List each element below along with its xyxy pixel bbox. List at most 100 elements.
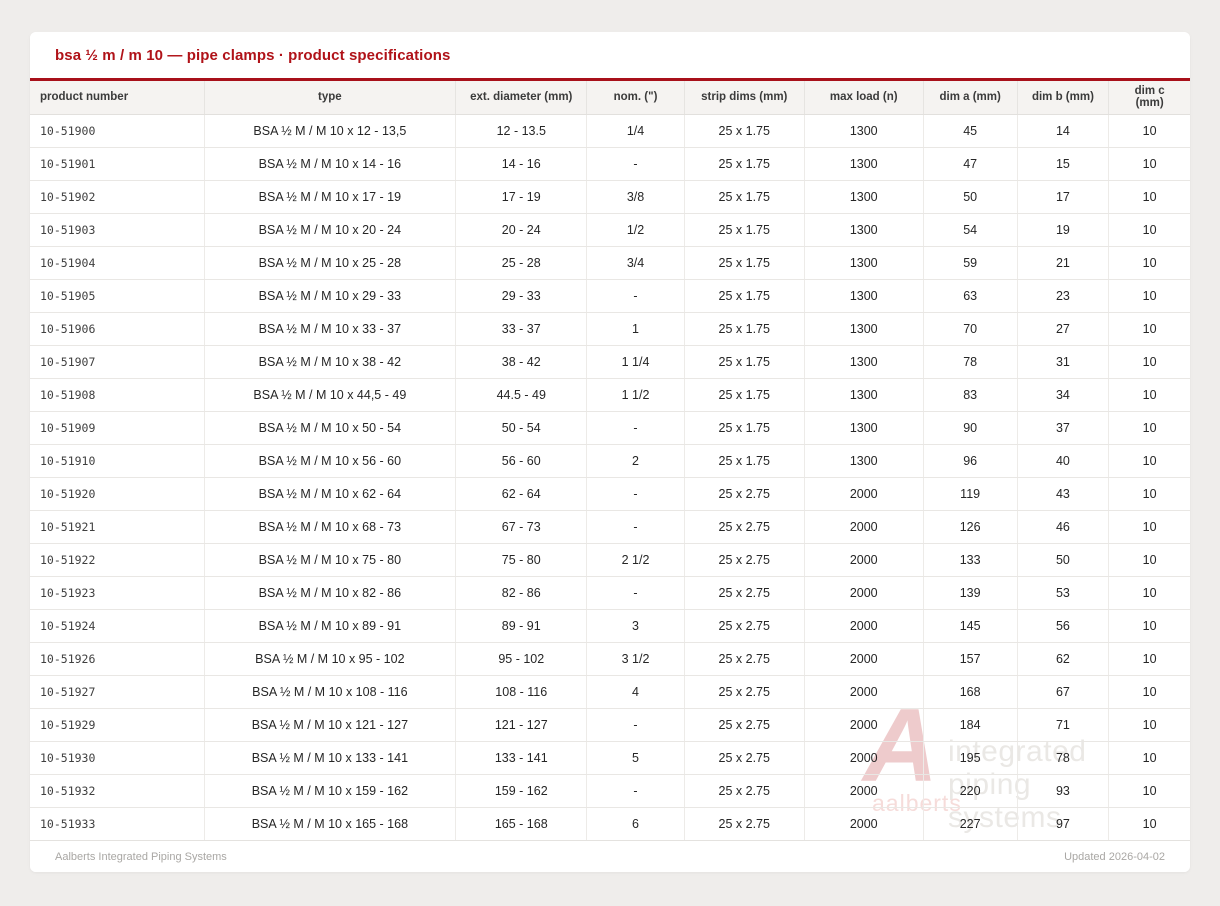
table-row: 10-51924 BSA ½ M / M 10 x 89 - 91 89 - 91 3… xyxy=(30,609,1190,643)
product-number-cell: 10-51932 xyxy=(30,774,205,808)
table-cell: 227 xyxy=(923,807,1018,840)
table-cell: 14 xyxy=(1017,114,1110,148)
table-cell: 47 xyxy=(923,147,1018,181)
table-cell: 25 x 2.75 xyxy=(684,642,805,676)
table-cell: 2 1/2 xyxy=(586,543,685,577)
table-cell: 1 1/4 xyxy=(586,345,685,379)
product-number-cell: 10-51929 xyxy=(30,708,205,742)
table-cell: 2000 xyxy=(804,708,924,742)
table-cell: 21 xyxy=(1017,246,1110,280)
table-cell: 56 - 60 xyxy=(455,444,588,478)
table-cell: 3 1/2 xyxy=(586,642,685,676)
product-number-cell: 10-51921 xyxy=(30,510,205,544)
table-cell: BSA ½ M / M 10 x 95 - 102 xyxy=(204,642,457,676)
product-number-cell: 10-51926 xyxy=(30,642,205,676)
table-cell: 75 - 80 xyxy=(455,543,588,577)
table-cell: 17 xyxy=(1017,180,1110,214)
table-cell: 54 xyxy=(923,213,1018,247)
table-cell: 10 xyxy=(1108,510,1190,544)
table-cell: 29 - 33 xyxy=(455,279,588,313)
table-cell: 62 xyxy=(1017,642,1110,676)
table-cell: 159 - 162 xyxy=(455,774,588,808)
table-cell: - xyxy=(586,411,685,445)
table-cell: BSA ½ M / M 10 x 159 - 162 xyxy=(204,774,457,808)
table-row: 10-51903 BSA ½ M / M 10 x 20 - 24 20 - 24 1… xyxy=(30,213,1190,247)
table-cell: BSA ½ M / M 10 x 89 - 91 xyxy=(204,609,457,643)
table-cell: 1300 xyxy=(804,411,924,445)
table-row: 10-51909 BSA ½ M / M 10 x 50 - 54 50 - 54-… xyxy=(30,411,1190,445)
table-cell: 10 xyxy=(1108,378,1190,412)
product-number-cell: 10-51906 xyxy=(30,312,205,346)
table-cell: 25 x 2.75 xyxy=(684,609,805,643)
table-cell: 2000 xyxy=(804,741,924,775)
table-row: 10-51900 BSA ½ M / M 10 x 12 - 13,5 12 - 1… xyxy=(30,114,1190,148)
table-cell: 25 x 2.75 xyxy=(684,477,805,511)
table-cell: 1300 xyxy=(804,213,924,247)
table-cell: 78 xyxy=(1017,741,1110,775)
table-cell: 10 xyxy=(1108,411,1190,445)
table-cell: BSA ½ M / M 10 x 25 - 28 xyxy=(204,246,457,280)
table-cell: 2000 xyxy=(804,510,924,544)
table-cell: 40 xyxy=(1017,444,1110,478)
table-cell: 23 xyxy=(1017,279,1110,313)
table-cell: 25 x 1.75 xyxy=(684,180,805,214)
column-header-5: max load (n) xyxy=(804,81,924,115)
product-number-cell: 10-51923 xyxy=(30,576,205,610)
table-cell: 50 - 54 xyxy=(455,411,588,445)
table-cell: 17 - 19 xyxy=(455,180,588,214)
table-row: 10-51930 BSA ½ M / M 10 x 133 - 141 133 - … xyxy=(30,741,1190,775)
table-row: 10-51905 BSA ½ M / M 10 x 29 - 33 29 - 33-… xyxy=(30,279,1190,313)
table-cell: 165 - 168 xyxy=(455,807,588,840)
table-cell: - xyxy=(586,477,685,511)
title-bar: bsa ½ m / m 10 — pipe clamps · product s… xyxy=(30,32,1190,78)
table-row: 10-51926 BSA ½ M / M 10 x 95 - 102 95 - 10… xyxy=(30,642,1190,676)
table-cell: 3/8 xyxy=(586,180,685,214)
table-row: 10-51908 BSA ½ M / M 10 x 44,5 - 49 44.5 -… xyxy=(30,378,1190,412)
table-cell: 6 xyxy=(586,807,685,840)
table-cell: BSA ½ M / M 10 x 56 - 60 xyxy=(204,444,457,478)
table-cell: BSA ½ M / M 10 x 17 - 19 xyxy=(204,180,457,214)
column-header-7: dim b (mm) xyxy=(1017,81,1110,115)
table-cell: 25 x 2.75 xyxy=(684,510,805,544)
product-spec-card: A integrated piping systems aalberts bsa… xyxy=(30,32,1190,872)
footer-brand-text: Aalberts Integrated Piping Systems xyxy=(55,850,227,863)
table-cell: 25 x 1.75 xyxy=(684,444,805,478)
product-number-cell: 10-51909 xyxy=(30,411,205,445)
table-cell: 10 xyxy=(1108,675,1190,709)
table-cell: 1300 xyxy=(804,180,924,214)
table-cell: 25 x 1.75 xyxy=(684,378,805,412)
table-cell: - xyxy=(586,279,685,313)
table-cell: 43 xyxy=(1017,477,1110,511)
table-cell: 67 xyxy=(1017,675,1110,709)
table-cell: - xyxy=(586,774,685,808)
table-header-row: product number type ext. diameter (mm) nom.… xyxy=(30,81,1190,115)
table-cell: - xyxy=(586,576,685,610)
product-number-cell: 10-51901 xyxy=(30,147,205,181)
table-cell: 59 xyxy=(923,246,1018,280)
table-row: 10-51933 BSA ½ M / M 10 x 165 - 168 165 - … xyxy=(30,807,1190,840)
table-cell: 2000 xyxy=(804,774,924,808)
table-cell: 1 1/2 xyxy=(586,378,685,412)
table-row: 10-51923 BSA ½ M / M 10 x 82 - 86 82 - 86-… xyxy=(30,576,1190,610)
table-cell: 133 - 141 xyxy=(455,741,588,775)
table-cell: 25 x 1.75 xyxy=(684,246,805,280)
table-cell: BSA ½ M / M 10 x 62 - 64 xyxy=(204,477,457,511)
table-cell: 5 xyxy=(586,741,685,775)
table-cell: 108 - 116 xyxy=(455,675,588,709)
table-cell: 10 xyxy=(1108,642,1190,676)
table-cell: 12 - 13.5 xyxy=(455,114,588,148)
table-cell: 10 xyxy=(1108,609,1190,643)
table-row: 10-51921 BSA ½ M / M 10 x 68 - 73 67 - 73-… xyxy=(30,510,1190,544)
table-cell: 2000 xyxy=(804,642,924,676)
table-cell: 25 x 2.75 xyxy=(684,807,805,840)
table-cell: 50 xyxy=(1017,543,1110,577)
table-cell: BSA ½ M / M 10 x 68 - 73 xyxy=(204,510,457,544)
table-cell: 89 - 91 xyxy=(455,609,588,643)
product-number-cell: 10-51922 xyxy=(30,543,205,577)
table-cell: 1300 xyxy=(804,246,924,280)
table-cell: 90 xyxy=(923,411,1018,445)
table-cell: 83 xyxy=(923,378,1018,412)
product-number-cell: 10-51905 xyxy=(30,279,205,313)
table-cell: 10 xyxy=(1108,147,1190,181)
table-cell: 46 xyxy=(1017,510,1110,544)
